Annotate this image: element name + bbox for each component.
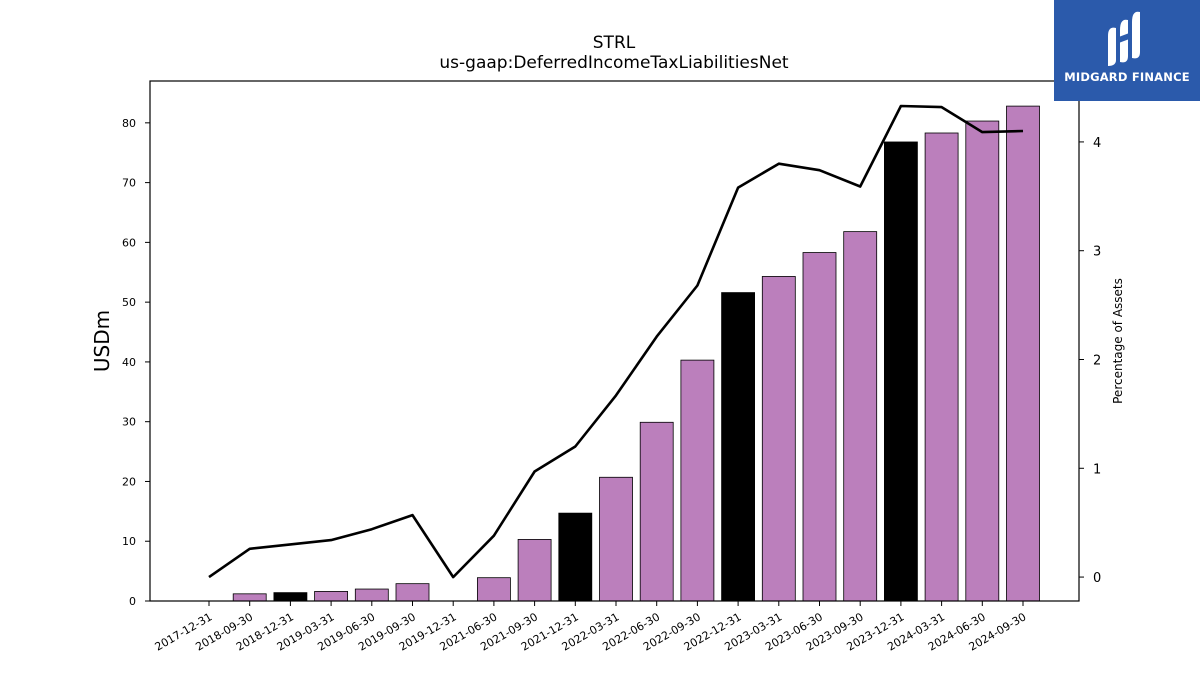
logo-mark-icon xyxy=(1108,11,1140,66)
bar-2023-09-30 xyxy=(843,231,878,602)
chart-title: STRL xyxy=(593,33,636,53)
bar-2024-06-30 xyxy=(965,120,1000,602)
bar-2021-06-30 xyxy=(476,577,511,602)
y-tick-label: 80 xyxy=(122,117,136,130)
bars-group xyxy=(232,105,1040,602)
chart-subtitle: us-gaap:DeferredIncomeTaxLiabilitiesNet xyxy=(439,53,789,73)
y2-axis-label: Percentage of Assets xyxy=(1111,278,1125,404)
bar-2021-09-30 xyxy=(517,539,552,602)
bar-2019-06-30 xyxy=(354,588,389,602)
bar-2021-12-31 xyxy=(558,512,593,602)
y-tick-label: 60 xyxy=(122,236,136,249)
y-tick-label: 30 xyxy=(122,416,136,429)
y2-tick-label: 4 xyxy=(1093,136,1101,151)
bar-2018-12-31 xyxy=(273,592,308,602)
bar-2023-12-31 xyxy=(884,141,918,602)
bar-2024-03-31 xyxy=(924,132,959,602)
y2-tick-label: 2 xyxy=(1093,353,1101,368)
y-tick-label: 40 xyxy=(122,356,136,369)
bar-2022-06-30 xyxy=(639,421,674,602)
y-axis-label: USDm xyxy=(90,310,114,372)
bar-2022-03-31 xyxy=(599,476,633,602)
brand-logo: MIDGARD FINANCE xyxy=(1054,0,1200,101)
y-tick-label: 20 xyxy=(122,475,136,488)
y-tick-label: 0 xyxy=(129,595,136,608)
bar-2018-09-30 xyxy=(232,593,267,602)
bar-2022-09-30 xyxy=(680,359,715,602)
bar-2022-12-31 xyxy=(721,292,755,602)
bar-2019-09-30 xyxy=(395,583,430,602)
y2-tick-label: 1 xyxy=(1093,462,1101,477)
plot-frame xyxy=(149,80,1080,602)
y-tick-label: 70 xyxy=(122,177,136,190)
bar-2019-03-31 xyxy=(314,591,349,602)
y-tick-label: 50 xyxy=(122,296,136,309)
bar-2023-06-30 xyxy=(802,252,837,602)
y2-tick-label: 0 xyxy=(1093,571,1101,586)
bar-2023-03-31 xyxy=(761,276,796,602)
logo-text: MIDGARD FINANCE xyxy=(1064,70,1190,84)
line-group xyxy=(208,104,1024,579)
y-tick-label: 10 xyxy=(122,535,136,548)
bar-2024-09-30 xyxy=(1006,105,1040,602)
y2-tick-label: 3 xyxy=(1093,245,1101,260)
